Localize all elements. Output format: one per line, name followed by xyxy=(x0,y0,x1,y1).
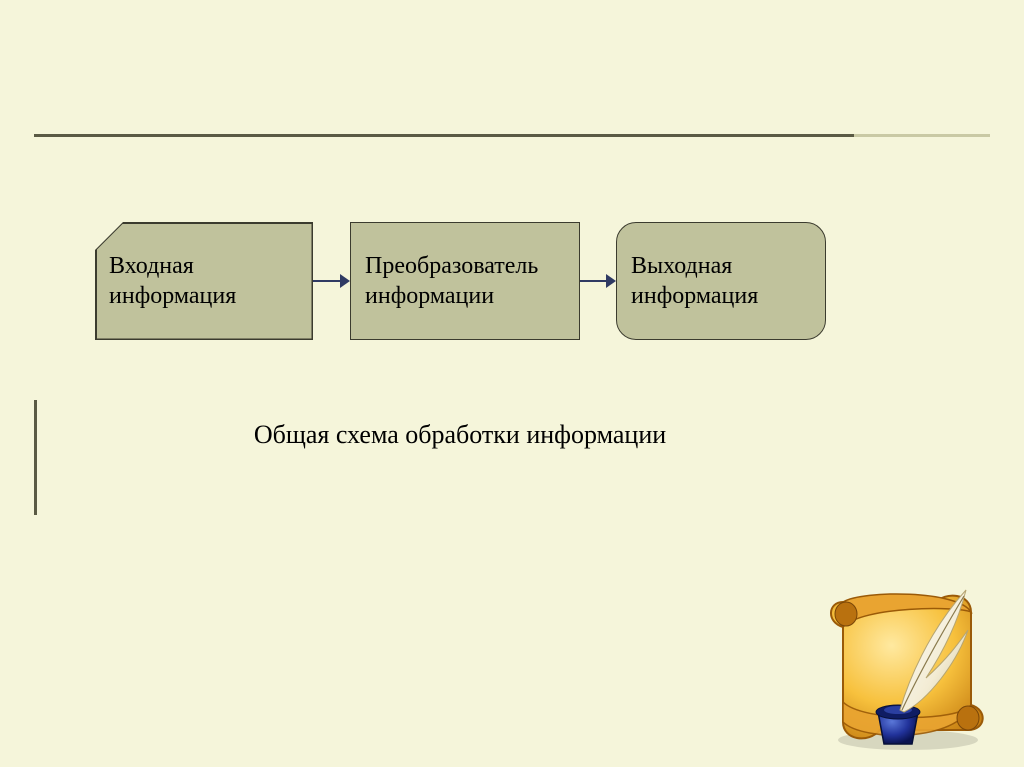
flow-box-output: Выходная информация xyxy=(616,222,826,340)
flow-arrow xyxy=(313,271,350,291)
scroll-quill-icon xyxy=(808,572,998,752)
flow-arrow xyxy=(580,271,616,291)
flow-box-input-label: Входная информация xyxy=(109,251,236,311)
caption-text: Общая схема обработки информации xyxy=(254,420,666,449)
label-line: Преобразователь xyxy=(365,253,538,279)
label-line: Выходная xyxy=(631,253,732,279)
flow-box-output-label: Выходная информация xyxy=(631,251,758,311)
label-line: информации xyxy=(365,283,494,309)
label-line: Входная xyxy=(109,253,194,279)
left-accent-rule xyxy=(34,400,37,515)
label-line: информация xyxy=(631,283,758,309)
label-line: информация xyxy=(109,283,236,309)
flow-box-transform: Преобразователь информации xyxy=(350,222,580,340)
slide-canvas: Входная информация Преобразователь инфор… xyxy=(0,0,1024,767)
flow-box-input: Входная информация xyxy=(95,222,313,340)
diagram-caption: Общая схема обработки информации xyxy=(180,420,740,450)
top-divider xyxy=(34,134,990,137)
flow-box-transform-label: Преобразователь информации xyxy=(365,251,538,311)
